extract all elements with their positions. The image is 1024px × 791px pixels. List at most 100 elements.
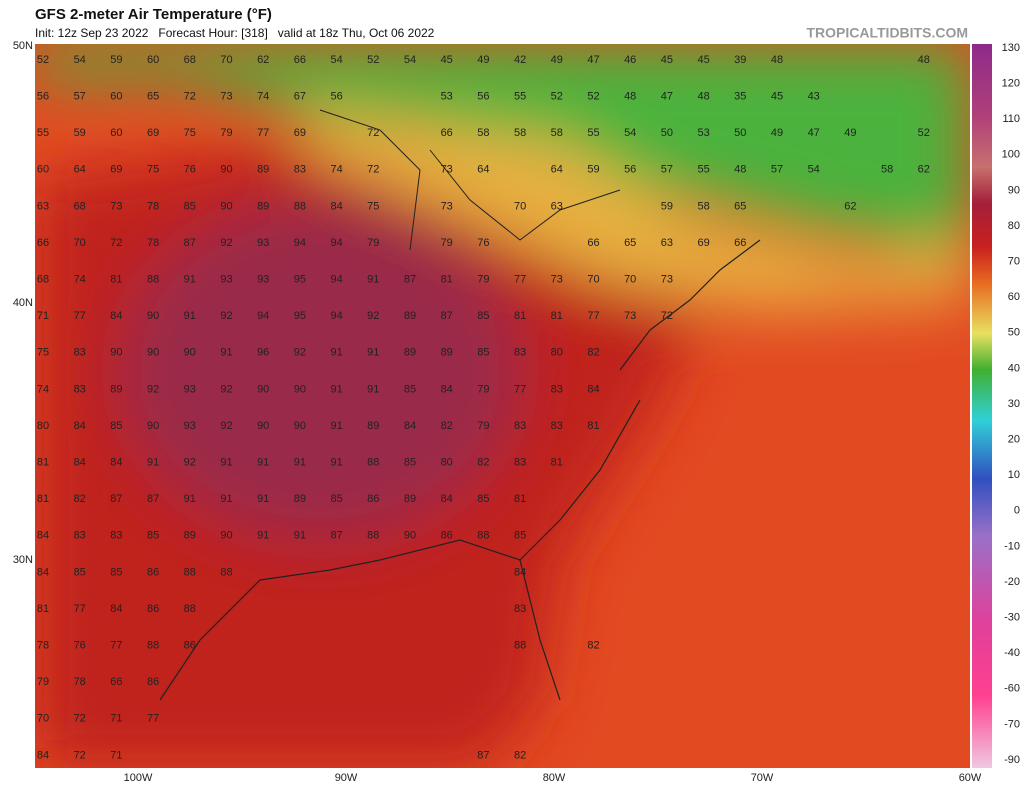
station-value: 78	[147, 200, 159, 212]
station-value: 83	[514, 420, 526, 432]
station-value: 95	[294, 310, 306, 322]
station-value: 65	[734, 200, 746, 212]
station-value: 91	[220, 457, 232, 469]
station-value: 85	[110, 566, 122, 578]
station-value: 48	[734, 164, 746, 176]
station-value: 85	[404, 457, 416, 469]
station-value: 54	[624, 127, 636, 139]
station-value: 77	[110, 640, 122, 652]
station-value: 88	[220, 566, 232, 578]
station-value: 91	[184, 493, 196, 505]
colorbar-label: 100	[1002, 149, 1020, 161]
station-value: 84	[330, 200, 342, 212]
title: GFS 2-meter Air Temperature (°F)	[35, 6, 272, 23]
station-value: 52	[587, 91, 599, 103]
lon-label: 60W	[959, 772, 982, 784]
station-value: 91	[220, 493, 232, 505]
station-value: 81	[37, 457, 49, 469]
station-value: 88	[184, 566, 196, 578]
station-value: 75	[147, 164, 159, 176]
station-value: 79	[477, 274, 489, 286]
station-value: 75	[184, 127, 196, 139]
station-value: 71	[110, 713, 122, 725]
station-value: 56	[37, 91, 49, 103]
station-value: 87	[404, 274, 416, 286]
station-value: 82	[477, 457, 489, 469]
station-value: 35	[734, 91, 746, 103]
station-value: 59	[110, 54, 122, 66]
colorbar-label: -60	[1004, 683, 1020, 695]
station-value: 85	[110, 420, 122, 432]
station-value: 91	[367, 383, 379, 395]
station-value: 85	[477, 493, 489, 505]
station-value: 83	[110, 530, 122, 542]
station-value: 84	[441, 383, 453, 395]
station-value: 94	[257, 310, 269, 322]
colorbar-label: -20	[1004, 576, 1020, 588]
station-value: 82	[514, 749, 526, 761]
station-value: 86	[184, 640, 196, 652]
station-value: 84	[514, 566, 526, 578]
station-value: 91	[184, 310, 196, 322]
station-value: 90	[110, 347, 122, 359]
station-value: 72	[661, 310, 673, 322]
colorbar-label: 40	[1008, 362, 1020, 374]
lon-label: 100W	[124, 772, 153, 784]
colorbar-label: -40	[1004, 647, 1020, 659]
station-value: 73	[441, 164, 453, 176]
station-value: 83	[514, 347, 526, 359]
station-value: 91	[184, 274, 196, 286]
station-value: 88	[514, 640, 526, 652]
station-value: 76	[184, 164, 196, 176]
station-value: 47	[587, 54, 599, 66]
station-value: 88	[184, 603, 196, 615]
station-value: 91	[367, 274, 379, 286]
station-value: 78	[37, 640, 49, 652]
station-value: 78	[147, 237, 159, 249]
station-value: 42	[514, 54, 526, 66]
colorbar-label: 60	[1008, 291, 1020, 303]
station-value: 59	[661, 200, 673, 212]
station-value: 48	[918, 54, 930, 66]
station-value: 81	[551, 310, 563, 322]
station-value: 66	[294, 54, 306, 66]
station-value: 91	[220, 347, 232, 359]
station-value: 90	[257, 420, 269, 432]
station-value: 72	[74, 713, 86, 725]
station-value: 83	[74, 347, 86, 359]
station-value: 88	[147, 274, 159, 286]
colorbar-label: -10	[1004, 540, 1020, 552]
station-value: 88	[477, 530, 489, 542]
station-value: 77	[147, 713, 159, 725]
colorbar-label: 50	[1008, 327, 1020, 339]
station-value: 73	[661, 274, 673, 286]
station-value: 56	[477, 91, 489, 103]
station-value: 57	[74, 91, 86, 103]
station-value: 68	[74, 200, 86, 212]
station-value: 60	[147, 54, 159, 66]
station-value: 83	[551, 383, 563, 395]
station-value: 64	[477, 164, 489, 176]
station-value: 88	[367, 457, 379, 469]
station-value: 76	[74, 640, 86, 652]
station-value: 90	[147, 310, 159, 322]
station-value: 87	[330, 530, 342, 542]
station-value: 53	[441, 91, 453, 103]
station-value: 75	[37, 347, 49, 359]
station-value: 89	[367, 420, 379, 432]
station-value: 93	[257, 274, 269, 286]
station-value: 91	[257, 457, 269, 469]
station-value: 50	[661, 127, 673, 139]
station-value: 83	[551, 420, 563, 432]
station-value: 87	[147, 493, 159, 505]
station-value: 92	[367, 310, 379, 322]
station-value: 64	[551, 164, 563, 176]
lon-label: 70W	[751, 772, 774, 784]
station-value: 69	[110, 164, 122, 176]
station-value: 48	[624, 91, 636, 103]
station-value: 48	[771, 54, 783, 66]
subtitle: Init: 12z Sep 23 2022 Forecast Hour: [31…	[35, 26, 435, 40]
station-value: 86	[147, 566, 159, 578]
station-value: 68	[37, 274, 49, 286]
